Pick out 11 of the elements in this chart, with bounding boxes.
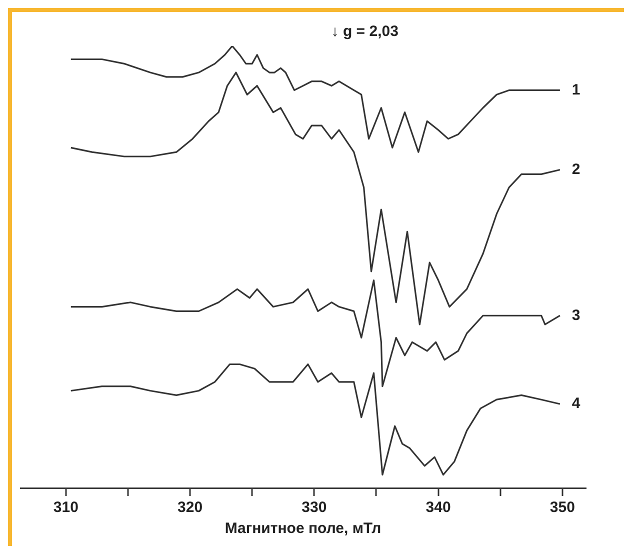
x-tick-label: 340 [426, 499, 451, 516]
x-axis-title: Магнитное поле, мТл [224, 520, 382, 538]
series-label: 3 [572, 306, 580, 324]
x-tick-label: 310 [53, 499, 78, 516]
series-label: 1 [572, 81, 580, 98]
series-label: 2 [572, 160, 580, 178]
series-label: 4 [572, 395, 581, 412]
text: ↓ g = 2,03 [331, 23, 398, 40]
x-tick-label: 350 [550, 499, 575, 516]
x-tick-label: 330 [302, 499, 327, 516]
x-tick-label: 320 [178, 499, 203, 516]
